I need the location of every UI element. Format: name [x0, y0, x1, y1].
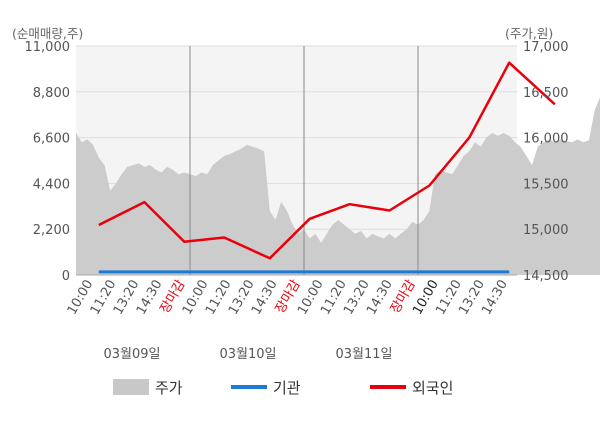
x-axis-ticks: 10:0011:2013:2014:30장마감10:0011:2013:2014… — [65, 277, 511, 317]
legend-swatch-area — [113, 379, 149, 395]
date-label: 03월11일 — [335, 347, 392, 362]
right-axis-ticks: 17,000 16,500 16,000 15,500 15,000 14,500 — [523, 40, 569, 284]
right-tick-label: 17,000 — [523, 40, 569, 55]
date-label: 03월10일 — [219, 347, 276, 362]
net-trade-lines — [98, 61, 556, 274]
legend-label: 주가 — [155, 379, 183, 397]
legend: 주가 기관 외국인 — [113, 379, 453, 397]
legend-label: 기관 — [273, 379, 301, 397]
right-tick-label: 14,500 — [523, 269, 569, 284]
legend-swatch-line — [370, 385, 406, 389]
legend-label: 외국인 — [412, 379, 453, 397]
legend-swatch-line — [231, 385, 267, 389]
right-tick-label: 16,000 — [523, 132, 569, 147]
left-tick-label: 2,200 — [33, 223, 70, 238]
series-line-foreigner — [98, 61, 556, 260]
left-tick-label: 4,400 — [33, 177, 70, 192]
price-area — [76, 97, 600, 275]
legend-item: 외국인 — [370, 379, 453, 397]
left-axis-ticks: 11,000 8,800 6,600 4,400 2,200 0 — [25, 40, 71, 284]
legend-item: 기관 — [231, 379, 301, 397]
day-separators — [76, 46, 517, 276]
left-axis-unit: (순매매량,주) — [12, 26, 83, 41]
left-tick-label: 6,600 — [33, 132, 70, 147]
right-tick-label: 16,500 — [523, 86, 569, 101]
date-labels: 03월09일 03월10일 03월11일 — [103, 347, 392, 362]
date-label: 03월09일 — [103, 347, 160, 362]
right-tick-label: 15,000 — [523, 223, 569, 238]
left-tick-label: 8,800 — [33, 86, 70, 101]
price-area-series — [76, 97, 600, 275]
legend-item: 주가 — [113, 379, 183, 397]
left-tick-label: 0 — [62, 269, 70, 284]
right-tick-label: 15,500 — [523, 177, 569, 192]
left-tick-label: 11,000 — [25, 40, 71, 55]
right-axis-unit: (주가,원) — [505, 26, 553, 41]
